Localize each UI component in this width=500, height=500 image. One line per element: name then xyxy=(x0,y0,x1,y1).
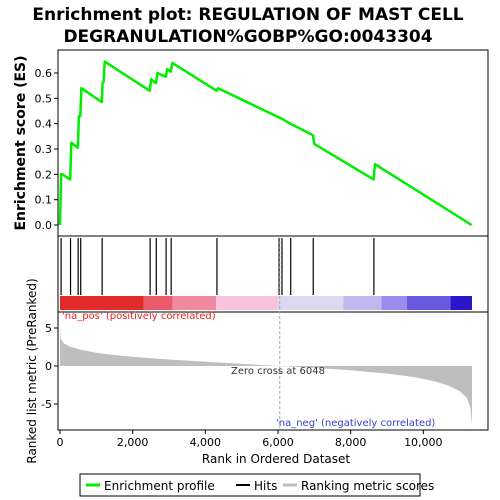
enrichment-profile-line xyxy=(58,60,473,227)
color-bar-segment xyxy=(381,296,407,310)
metric-y-tick-label: 0 xyxy=(45,360,52,373)
es-y-tick-label: 0.4 xyxy=(35,118,53,131)
negative-correlation-label: 'na_neg' (negatively correlated) xyxy=(276,418,435,429)
hits-marks xyxy=(60,238,375,295)
color-bar-segment xyxy=(343,296,382,310)
color-bar-segment xyxy=(277,296,344,310)
es-y-tick-label: 0.3 xyxy=(35,143,53,156)
positive-correlation-label: 'na_pos' (positively correlated) xyxy=(62,311,216,322)
metric-y-axis: 5 0 -5 xyxy=(41,322,58,411)
es-y-tick-label: 0.2 xyxy=(35,168,53,181)
color-bar-segment xyxy=(143,296,173,310)
legend-label-metric: Ranking metric scores xyxy=(301,479,434,493)
x-axis-label: Rank in Ordered Dataset xyxy=(202,452,350,466)
es-y-axis: 0.0 0.1 0.2 0.3 0.4 0.5 0.6 xyxy=(35,67,58,232)
metric-y-axis-label: Ranked list metric (PreRanked) xyxy=(25,278,39,463)
color-bar-segment xyxy=(60,296,144,310)
es-y-tick-label: 0.6 xyxy=(35,67,53,80)
color-bar-segment xyxy=(172,296,217,310)
es-panel-frame xyxy=(57,49,489,237)
zero-cross-label: Zero cross at 6048 xyxy=(231,366,325,377)
x-tick-label: 0 xyxy=(57,436,64,449)
x-tick-label: 2,000 xyxy=(117,436,149,449)
legend: Enrichment profile Hits Ranking metric s… xyxy=(79,473,434,497)
color-bar-segment xyxy=(406,296,451,310)
color-bar-segment xyxy=(450,296,472,310)
es-y-tick-label: 0.5 xyxy=(35,92,53,105)
es-y-tick-label: 0.0 xyxy=(35,219,53,232)
es-y-axis-label: Enrichment score (ES) xyxy=(13,55,29,230)
legend-label-profile: Enrichment profile xyxy=(104,479,215,493)
x-tick-label: 8,000 xyxy=(335,436,367,449)
x-tick-label: 4,000 xyxy=(190,436,222,449)
title-line-2: DEGRANULATION%GOBP%GO:0043304 xyxy=(63,27,432,47)
title-line-1: Enrichment plot: REGULATION OF MAST CELL xyxy=(32,5,463,25)
metric-y-tick-label: 5 xyxy=(45,322,52,335)
legend-label-hits: Hits xyxy=(254,479,277,493)
ranking-color-bar xyxy=(60,296,472,310)
x-tick-label: 6,000 xyxy=(262,436,294,449)
x-axis: 0 2,000 4,000 6,000 8,000 10,000 xyxy=(57,430,443,449)
color-bar-segment xyxy=(216,296,278,310)
x-tick-label: 10,000 xyxy=(404,436,443,449)
metric-y-tick-label: -5 xyxy=(41,398,52,411)
es-y-tick-label: 0.1 xyxy=(35,194,53,207)
